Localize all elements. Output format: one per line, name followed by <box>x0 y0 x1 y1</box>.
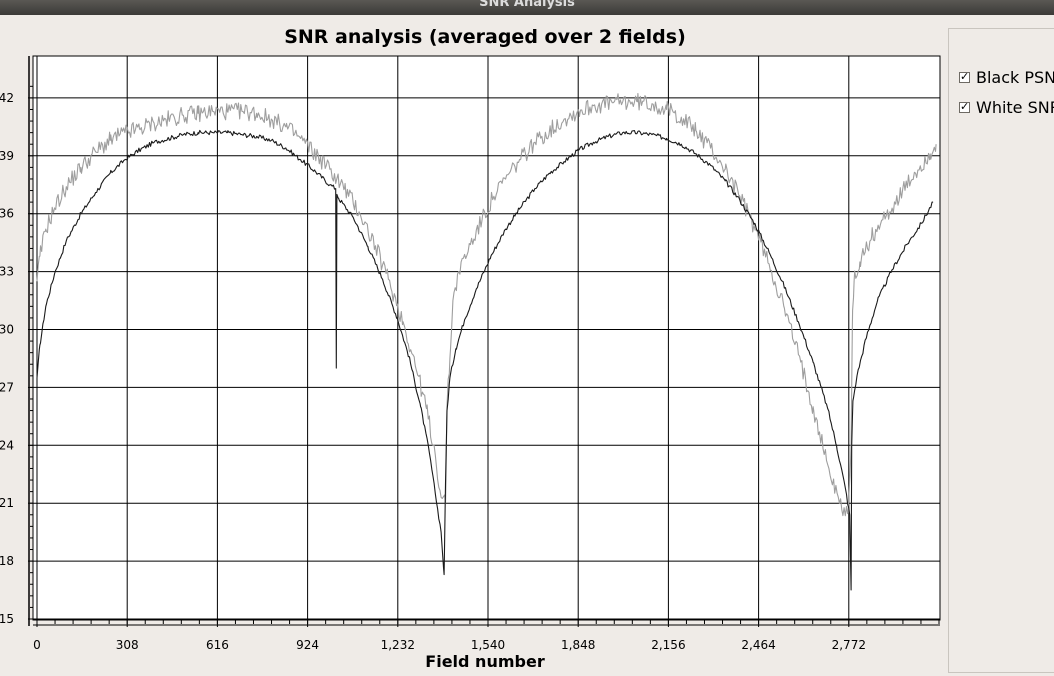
y-tick-label: 27 <box>0 380 14 394</box>
y-tick-label: 36 <box>0 207 14 221</box>
x-tick-label: 1,232 <box>381 638 415 652</box>
y-tick-label: 39 <box>0 149 14 163</box>
plot-area <box>33 56 940 620</box>
legend-label-white-snr: White SNR <box>976 97 1054 117</box>
legend-item-black-psnr[interactable]: Black PSNR <box>959 67 1054 87</box>
series-line-black-psnr <box>36 129 934 591</box>
window-titlebar: SNR Analysis <box>0 0 1054 15</box>
x-tick-label: 2,464 <box>741 638 775 652</box>
y-tick-label: 21 <box>0 496 14 510</box>
white-snr-checkbox[interactable] <box>959 100 970 113</box>
y-tick-label: 30 <box>0 323 14 337</box>
x-tick-label: 0 <box>33 638 41 652</box>
y-tick-label: 15 <box>0 612 14 626</box>
y-tick-label: 33 <box>0 265 14 279</box>
y-tick-label: 24 <box>0 438 14 452</box>
x-axis-label: Field number <box>425 652 545 671</box>
x-tick-label: 924 <box>296 638 319 652</box>
x-tick-label: 616 <box>206 638 229 652</box>
window-title: SNR Analysis <box>479 0 575 10</box>
y-tick-label: 42 <box>0 91 14 105</box>
plot-frame <box>32 55 941 621</box>
legend-label-black-psnr: Black PSNR <box>976 67 1054 87</box>
x-tick-label: 2,156 <box>651 638 685 652</box>
legend-panel: Black PSNR White SNR <box>948 28 1054 673</box>
black-psnr-checkbox[interactable] <box>959 70 970 83</box>
series-line-white-snr <box>36 92 937 517</box>
x-tick-label: 2,772 <box>832 638 866 652</box>
legend-item-white-snr[interactable]: White SNR <box>959 97 1054 117</box>
x-tick-label: 1,848 <box>561 638 595 652</box>
x-tick-label: 1,540 <box>471 638 505 652</box>
y-tick-label: 18 <box>0 554 14 568</box>
plot-title: SNR analysis (averaged over 2 fields) <box>284 26 686 48</box>
x-tick-label: 308 <box>116 638 139 652</box>
